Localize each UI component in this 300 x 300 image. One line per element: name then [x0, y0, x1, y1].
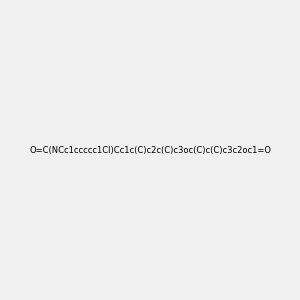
Text: O=C(NCc1ccccc1Cl)Cc1c(C)c2c(C)c3oc(C)c(C)c3c2oc1=O: O=C(NCc1ccccc1Cl)Cc1c(C)c2c(C)c3oc(C)c(C… — [29, 146, 271, 154]
